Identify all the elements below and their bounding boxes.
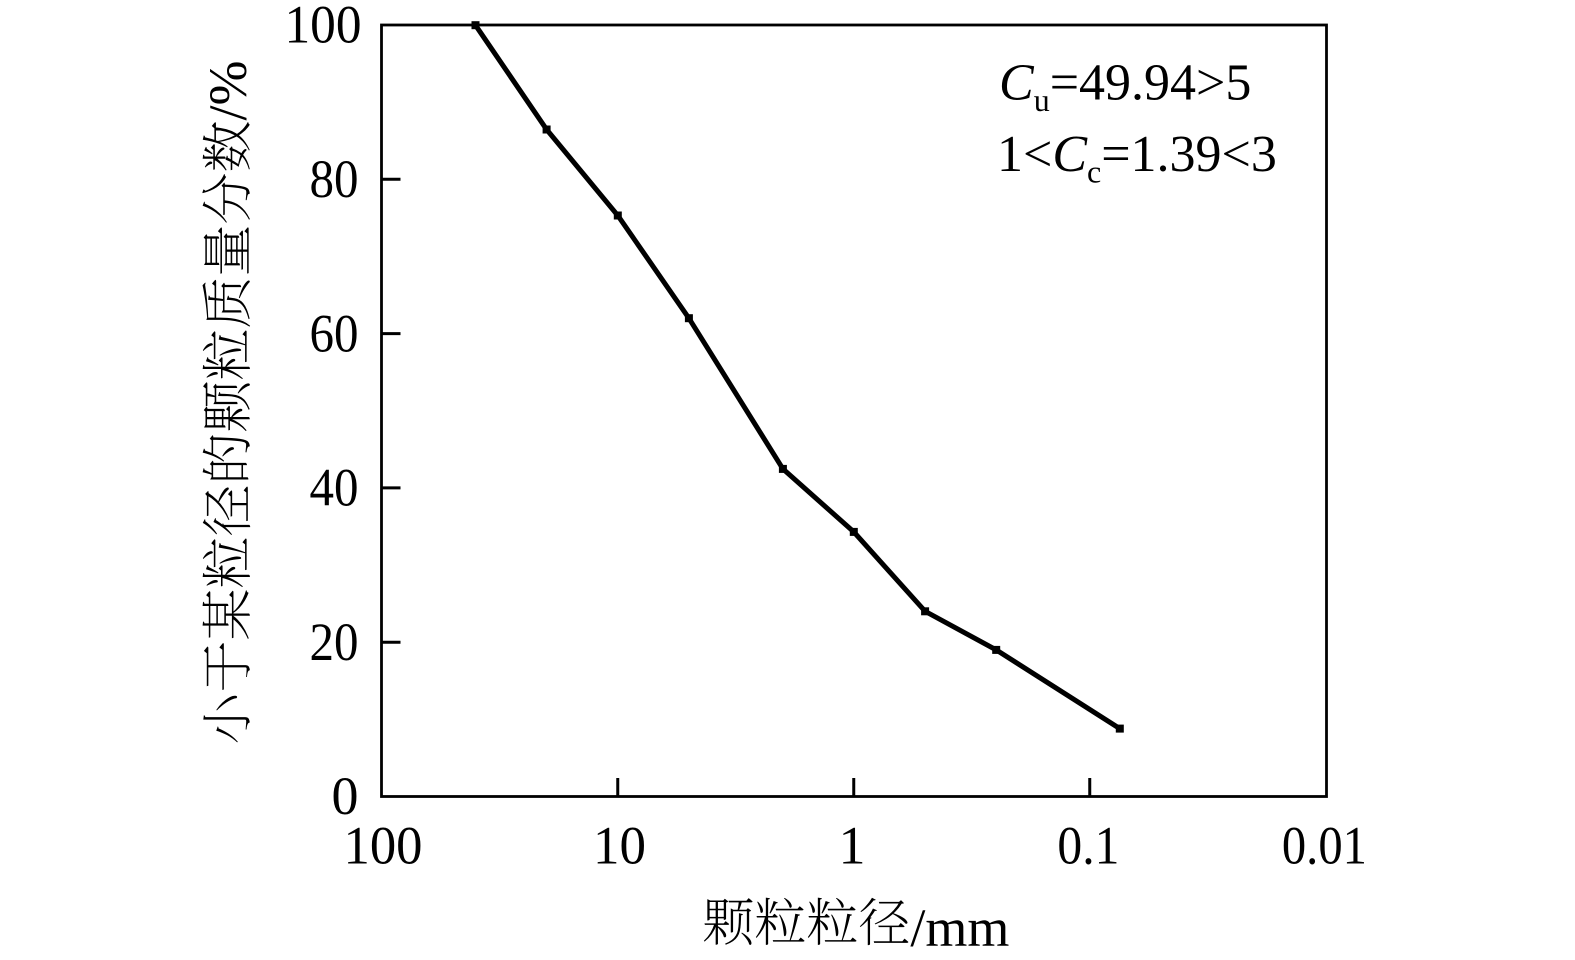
svg-text:Cu=49.94>5: Cu=49.94>5 [999,55,1251,119]
svg-text:20: 20 [310,612,359,672]
svg-text:1<Cc=1.39<3: 1<Cc=1.39<3 [997,126,1277,190]
svg-text:10: 10 [593,816,646,876]
svg-text:/mm: /mm [910,898,1009,958]
svg-text:0.01: 0.01 [1282,816,1367,876]
svg-text:1: 1 [839,816,866,876]
svg-text:0: 0 [332,766,359,826]
svg-text:100: 100 [285,0,362,55]
svg-text:40: 40 [310,458,359,518]
svg-text:80: 80 [310,149,359,209]
svg-text:0.1: 0.1 [1057,816,1119,876]
svg-text:/%: /% [198,61,258,121]
svg-text:100: 100 [344,816,423,876]
svg-text:60: 60 [310,303,359,363]
